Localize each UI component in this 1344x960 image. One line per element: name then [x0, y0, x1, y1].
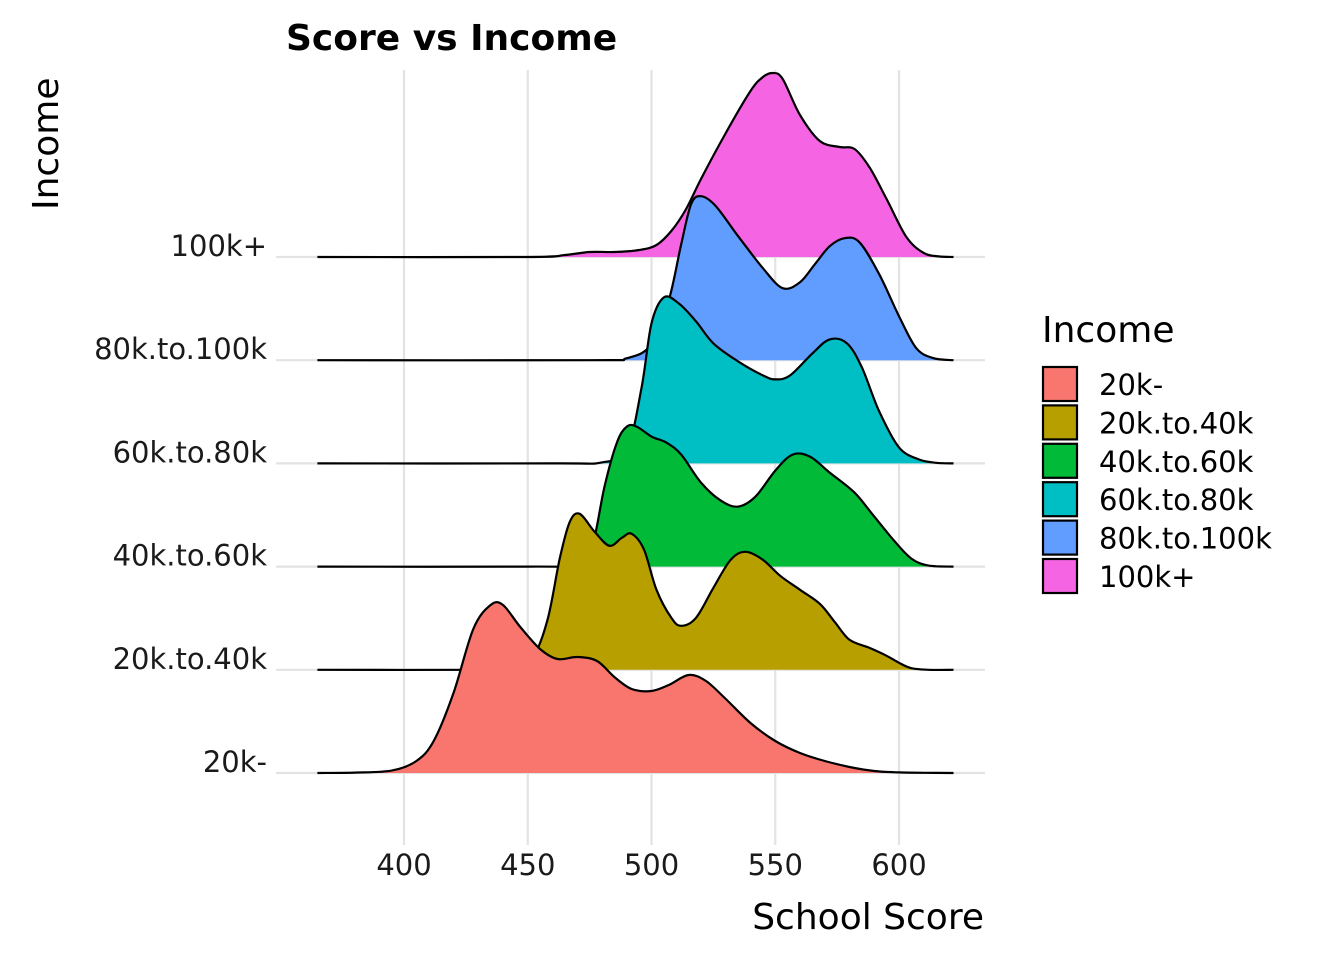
- x-tick-label: 450: [500, 848, 555, 882]
- y-tick-label: 100k+: [171, 229, 267, 263]
- legend-swatch: [1041, 519, 1079, 556]
- ridge-area: [317, 196, 954, 361]
- x-tick-labels: 400 450 500 550 600: [376, 848, 926, 882]
- x-axis-title: School Score: [752, 897, 984, 938]
- x-tick-label: 400: [376, 848, 431, 882]
- legend-items: 20k- 20k.to.40k 40k.to.60k 60k.to.80k 80k.to…: [1041, 365, 1272, 595]
- y-tick-label: 60k.to.80k: [113, 435, 268, 469]
- ridge-area: [317, 72, 954, 258]
- legend-label: 20k-: [1099, 368, 1163, 402]
- legend-label: 60k.to.80k: [1099, 483, 1254, 517]
- ridge-outline: [317, 71, 954, 259]
- ridge-outline: [317, 512, 954, 672]
- legend-label: 40k.to.60k: [1099, 445, 1254, 479]
- x-tick-label: 500: [624, 848, 679, 882]
- y-tick-label: 80k.to.100k: [94, 332, 267, 366]
- ridge-area: [317, 424, 954, 567]
- ridge-area: [317, 602, 954, 773]
- legend-swatch: [1041, 442, 1079, 479]
- legend-swatch: [1041, 365, 1079, 403]
- ridge-area: [317, 513, 954, 670]
- legend-label: 80k.to.100k: [1099, 522, 1272, 556]
- legend-swatch: [1041, 404, 1079, 441]
- legend-label: 20k.to.40k: [1099, 406, 1254, 440]
- y-tick-label: 20k.to.40k: [113, 642, 268, 676]
- density-ridges: [317, 71, 954, 775]
- legend: Income 20k- 20k.to.40k 40k.to.60k 60k.to.80…: [1041, 310, 1272, 595]
- ridge-outline: [317, 195, 954, 362]
- legend-swatch: [1041, 557, 1079, 595]
- ridge-area: [317, 296, 954, 464]
- legend-title: Income: [1042, 310, 1174, 351]
- x-tick-label: 600: [871, 848, 926, 882]
- chart-title: Score vs Income: [286, 18, 617, 59]
- legend-label: 100k+: [1099, 560, 1195, 594]
- y-tick-labels: 20k- 20k.to.40k 40k.to.60k 60k.to.80k 80k.to…: [94, 229, 267, 779]
- y-axis-title: Income: [26, 78, 67, 210]
- ridge-outline: [317, 601, 954, 775]
- y-tick-label: 40k.to.60k: [113, 539, 268, 573]
- x-tick-label: 550: [748, 848, 803, 882]
- ridge-outline: [317, 423, 954, 568]
- y-tick-label: 20k-: [203, 745, 267, 779]
- legend-swatch: [1041, 481, 1079, 518]
